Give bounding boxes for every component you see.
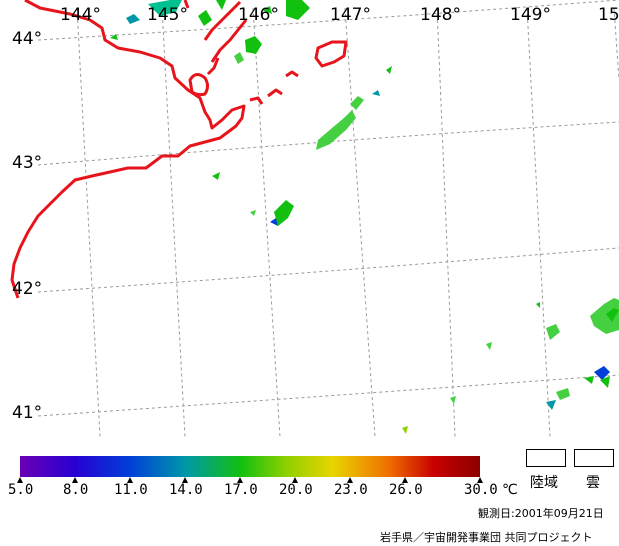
lon-label-149: 149°: [510, 5, 551, 25]
observation-date: 観測日:2001年09月21日: [478, 507, 604, 520]
tick-label-14: 14.0: [169, 482, 203, 498]
lat-label-43: 43°: [12, 153, 42, 173]
land-label: 陸域: [530, 475, 558, 491]
lat-label-41: 41°: [12, 403, 42, 423]
tick-label-11: 11.0: [114, 482, 148, 498]
lon-label-146: 146°: [238, 5, 279, 25]
lon-label-145: 145°: [147, 5, 188, 25]
cloud-swatch: [574, 449, 614, 467]
scale-tick-marks: [17, 477, 483, 483]
longitude-labels: 144° 145° 146° 147° 148° 149° 15: [60, 5, 619, 25]
tick-label-23: 23.0: [334, 482, 368, 498]
latitude-labels: 44° 43° 42° 41°: [12, 29, 42, 423]
tick-label-8: 8.0: [63, 482, 88, 498]
lat-label-42: 42°: [12, 279, 42, 299]
sst-map: 144° 145° 146° 147° 148° 149° 15 44° 43°…: [10, 0, 619, 437]
tick-label-5: 5.0: [8, 482, 33, 498]
lon-label-148: 148°: [420, 5, 461, 25]
land-swatch: [526, 449, 566, 467]
tick-label-26: 26.0: [389, 482, 423, 498]
tick-label-20: 20.0: [279, 482, 313, 498]
unit-label: ℃: [502, 482, 518, 498]
sst-patches: [110, 0, 619, 434]
cloud-label: 雲: [586, 475, 600, 491]
scale-tick-labels: 5.0 8.0 11.0 14.0 17.0 20.0 23.0 26.0 30…: [8, 482, 518, 498]
lon-label-144: 144°: [60, 5, 101, 25]
credit-text: 岩手県／宇宙開発事業団 共同プロジェクト: [380, 531, 593, 544]
tick-label-17: 17.0: [224, 482, 258, 498]
longitude-grid: [76, 7, 619, 437]
lat-label-44: 44°: [12, 29, 42, 49]
lon-label-150: 15: [598, 5, 619, 25]
coastline: [10, 0, 348, 299]
temperature-legend: 5.0 8.0 11.0 14.0 17.0 20.0 23.0 26.0 30…: [8, 456, 518, 498]
tick-label-30: 30.0: [464, 482, 498, 498]
lon-label-147: 147°: [330, 5, 371, 25]
color-scale-bar: [20, 456, 480, 477]
